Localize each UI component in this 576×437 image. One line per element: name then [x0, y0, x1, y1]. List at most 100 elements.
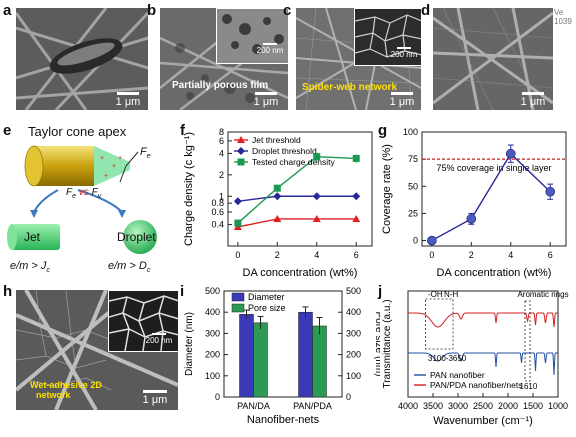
inset-image-c: 200 nm [354, 8, 421, 66]
y-tick-label-right-i: 200 [346, 350, 361, 360]
data-point-g [466, 214, 477, 224]
panel-label-h: h [3, 283, 13, 300]
data-point-f [312, 192, 321, 201]
chart-j: 4000 3500 3000 2500 2000 1500 1000 Wavenumber (… [382, 290, 569, 427]
x-axis-label-g: DA concentration (wt%) [437, 267, 552, 279]
data-point-f [312, 214, 321, 222]
jet-label: Jet [24, 230, 41, 244]
plot-frame-f [227, 131, 373, 247]
x-tick-label-g: 6 [548, 250, 553, 260]
x-tick-label-g: 0 [429, 250, 434, 260]
x-tick-label-j: 4000 [398, 401, 418, 411]
sem-image-b: 200 nm [160, 8, 288, 110]
legend-marker-f [237, 158, 245, 166]
data-point-f [313, 153, 321, 161]
panel-label-c: c [283, 2, 292, 19]
y-tick-label-f: 8 [219, 127, 224, 137]
caption-c: Spider-web network [302, 82, 398, 93]
y-axis-label-i: Diameter (nm) [184, 312, 195, 376]
y-tick-label-right-i: 300 [346, 328, 361, 338]
y-tick-label-g: 75 [408, 154, 418, 164]
y-tick-label-f: 4 [219, 148, 224, 158]
legend-label-f: Tested charge density [252, 157, 335, 167]
y-tick-label-right-i: 500 [346, 286, 361, 296]
y-tick-label-g: 0 [413, 236, 418, 246]
plot-frame-i [223, 290, 343, 398]
x-tick-label-f: 4 [314, 250, 319, 260]
plot-frame-g [421, 131, 567, 247]
x-tick-label-j: 2500 [473, 401, 493, 411]
x-axis-label-i: Nanofiber-nets [247, 414, 320, 426]
y-tick-label-i: 200 [205, 350, 220, 360]
y-tick-label-i: 500 [205, 286, 220, 296]
droplet-label: Droplet [117, 230, 156, 244]
x-tick-label-j: 1500 [523, 401, 543, 411]
y-tick-label-f: 0.4 [211, 220, 224, 230]
y-tick-label-g: 100 [403, 127, 418, 137]
x-tick-label-f: 0 [235, 250, 240, 260]
bar-i [298, 311, 313, 398]
x-tick-label-j: 2000 [498, 401, 518, 411]
jet-condition: e/m > Jc [10, 260, 50, 275]
annotation-1610-j: 1610 [520, 382, 538, 391]
fe-label: Fe [140, 146, 151, 161]
inset-scale-h: 200 nm [141, 333, 177, 345]
y-tick-label-f: 2 [219, 170, 224, 180]
annotation-box-j [425, 298, 454, 350]
x-tick-label-f: 2 [275, 250, 280, 260]
chart-i: 0 0 100 100 200 200 300 300 400 400 500 500 Diameter… [184, 286, 380, 426]
panel-label-b: b [147, 2, 157, 19]
x-tick-label-g: 2 [469, 250, 474, 260]
scale-bar-b: 1 μm [250, 92, 282, 108]
x-tick-label-f: 6 [354, 250, 359, 260]
panel-label-i: i [180, 283, 185, 300]
inset-scale-b: 200 nm [253, 43, 287, 55]
x-axis-label-f: DA concentration (wt%) [243, 267, 358, 279]
legend-swatch-i [231, 292, 245, 302]
legend-label-i: Diameter [248, 292, 285, 302]
legend-marker-f [237, 147, 245, 155]
series-line-g [431, 152, 551, 242]
x-tick-label-i: PAN/DA [237, 401, 270, 411]
data-point-f [233, 197, 242, 206]
inset-image-b: 200 nm [216, 8, 288, 64]
annotation-g: 75% coverage in single layer [436, 163, 551, 173]
scale-bar-a: 1 μm [112, 92, 144, 108]
annotation-oh-j: -OH [428, 290, 443, 299]
x-tick-label-g: 4 [508, 250, 513, 260]
data-point-f [273, 192, 282, 201]
panel-label-d: d [421, 2, 431, 19]
inset-scale-c: 200 nm [387, 47, 421, 59]
legend-marker-f [237, 136, 245, 143]
panel-label-g: g [378, 122, 388, 139]
y-tick-label-i: 300 [205, 328, 220, 338]
y-axis-label-g: Coverage rate (%) [381, 144, 393, 234]
panel-label-e: e [3, 122, 12, 139]
y-tick-label-right-i: 400 [346, 307, 361, 317]
y-tick-label-f: 0.6 [211, 207, 224, 217]
taylor-cone-diagram: ++++ [7, 145, 157, 254]
panel-label-f: f [180, 122, 185, 139]
legend-label-j: PAN nanofiber [430, 370, 485, 380]
bar-i [239, 314, 254, 398]
x-tick-label-i: PAN/PDA [293, 401, 332, 411]
fe-vs-fv-label: Fe vs Fv [66, 187, 102, 200]
panel-label-a: a [3, 2, 12, 19]
legend-swatch-i [231, 303, 245, 313]
legend-label-i: Pore size [248, 303, 286, 313]
spectrum-line-j [408, 312, 558, 328]
side-label: Ve 1039 [554, 8, 572, 26]
inset-image-h: 200 nm [108, 290, 178, 352]
x-tick-label-j: 3000 [448, 401, 468, 411]
y-tick-label-right-i: 100 [346, 371, 361, 381]
y-tick-label-right-i: 0 [346, 392, 351, 402]
legend-label-f: Droplet threshold [252, 146, 317, 156]
data-point-f [273, 214, 282, 222]
annotation-nh-j: N-H [444, 290, 458, 299]
data-point-f [352, 214, 361, 222]
droplet-condition: e/m > Dc [108, 260, 151, 275]
y-tick-label-i: 400 [205, 307, 220, 317]
caption-b: Partially porous film [172, 80, 269, 91]
series-line-f [237, 155, 357, 224]
x-axis-label-j: Wavenumber (cm⁻¹) [433, 415, 533, 427]
